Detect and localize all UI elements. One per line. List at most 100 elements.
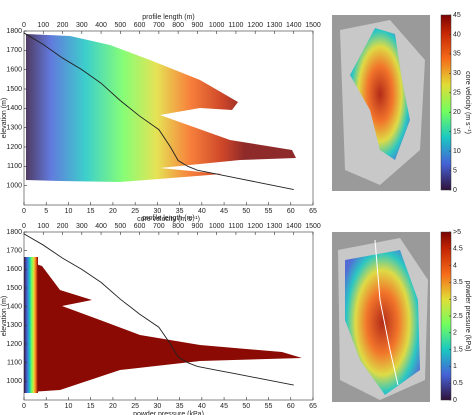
colorbar-tick-label: 5 [453,167,457,174]
y-axis-title: elevation (m) [1,296,8,336]
pressure-cloud [30,262,302,392]
x2-tick-label: 700 [153,223,165,230]
x-tick-label: 60 [287,208,295,215]
velocity-cloud [26,34,296,182]
colorbar-tick-label: >5 [453,229,461,236]
y-tick-label: 1700 [6,248,22,255]
x-axis-title: powder pressure (kPa) [133,411,204,415]
profile-line [23,32,294,190]
x-tick-label: 0 [22,403,26,410]
x-tick-label: 60 [287,403,295,410]
x-tick-label: 65 [309,403,317,410]
x2-tick-label: 1500 [305,223,321,230]
x2-tick-label: 100 [37,223,49,230]
colorbar-tick-label: 25 [453,90,461,97]
x-tick-label: 55 [265,208,273,215]
y-tick-label: 1500 [6,285,22,292]
y-tick-label: 1200 [6,341,22,348]
colorbar-tick-label: 0 [453,397,457,404]
x-tick-label: 45 [220,208,228,215]
x-tick-label: 25 [131,403,139,410]
x2-tick-label: 0 [22,223,26,230]
x2-tick-label: 600 [134,223,146,230]
y-axis-title: elevation (m) [1,98,8,138]
y-tick-label: 1700 [6,47,22,54]
y-tick-label: 1800 [6,28,22,35]
x-tick-label: 55 [265,403,273,410]
x2-tick-label: 900 [192,22,204,29]
x2-tick-label: 0 [22,22,26,29]
x2-tick-label: 1000 [209,223,225,230]
x2-tick-label: 1400 [286,223,302,230]
map-path [374,239,399,386]
colorbar-tick-label: 1.5 [453,346,463,353]
x2-tick-label: 500 [114,223,126,230]
x2-tick-label: 1200 [247,223,263,230]
y-tick-label: 1500 [6,86,22,93]
x2-tick-label: 200 [57,223,69,230]
x-tick-label: 20 [109,208,117,215]
colorbar-tick-label: 30 [453,70,461,77]
x-tick-label: 50 [242,208,250,215]
map-flow [350,28,410,160]
x-tick-label: 30 [153,208,161,215]
x-tick-label: 10 [65,208,73,215]
x2-tick-label: 1200 [247,22,263,29]
colorbar-tick-label: 3 [453,296,457,303]
y-tick-label: 1800 [6,229,22,236]
y-tick-label: 1000 [6,378,22,385]
x-axis-title: core velocity (m s⁻¹) [137,216,200,223]
x2-tick-label: 200 [57,22,69,29]
x-tick-label: 45 [220,403,228,410]
x-tick-label: 0 [22,208,26,215]
colorbar-tick-label: 2.5 [453,313,463,320]
x2-tick-label: 300 [76,223,88,230]
x2-tick-label: 100 [37,22,49,29]
colorbar-tick-label: 40 [453,31,461,38]
x-tick-label: 25 [131,208,139,215]
x2-tick-label: 1300 [267,22,283,29]
x-tick-label: 35 [176,403,184,410]
profile-line [23,233,294,386]
x2-tick-label: 1000 [209,22,225,29]
x2-tick-label: 500 [114,22,126,29]
x-tick-label: 40 [198,403,206,410]
x2-axis-title: profile length (m) [142,215,195,222]
x2-tick-label: 800 [172,22,184,29]
colorbar-tick-label: 1 [453,363,457,370]
x2-tick-label: 1300 [267,223,283,230]
y-tick-label: 1000 [6,183,22,190]
x2-tick-label: 300 [76,22,88,29]
x2-tick-label: 1500 [305,22,321,29]
x2-tick-label: 400 [95,22,107,29]
y-tick-label: 1300 [6,322,22,329]
pressure-strip [24,257,38,393]
y-tick-label: 1400 [6,304,22,311]
x-tick-label: 5 [44,208,48,215]
x-tick-label: 35 [176,208,184,215]
x2-tick-label: 700 [153,22,165,29]
x-tick-label: 65 [309,208,317,215]
colorbar-tick-label: 0 [453,187,457,194]
x2-tick-label: 600 [134,22,146,29]
colorbar-tick-label: 15 [453,129,461,136]
x2-tick-label: 1400 [286,22,302,29]
colorbar-tick-label: 45 [453,12,461,19]
y-tick-label: 1300 [6,125,22,132]
y-tick-label: 1600 [6,67,22,74]
y-tick-label: 1400 [6,105,22,112]
colorbar-tick-label: 0.5 [453,380,463,387]
x-tick-label: 20 [109,403,117,410]
x2-axis-title: profile length (m) [142,14,195,21]
colorbar [440,14,452,191]
colorbar-tick-label: 10 [453,148,461,155]
colorbar-tick-label: 3.5 [453,279,463,286]
x2-tick-label: 900 [192,223,204,230]
y-tick-label: 1200 [6,144,22,151]
colorbar-title: core velocity (m s⁻¹) [464,71,471,134]
x-tick-label: 40 [198,208,206,215]
x-tick-label: 50 [242,403,250,410]
x2-tick-label: 400 [95,223,107,230]
x2-tick-label: 1100 [228,223,243,230]
